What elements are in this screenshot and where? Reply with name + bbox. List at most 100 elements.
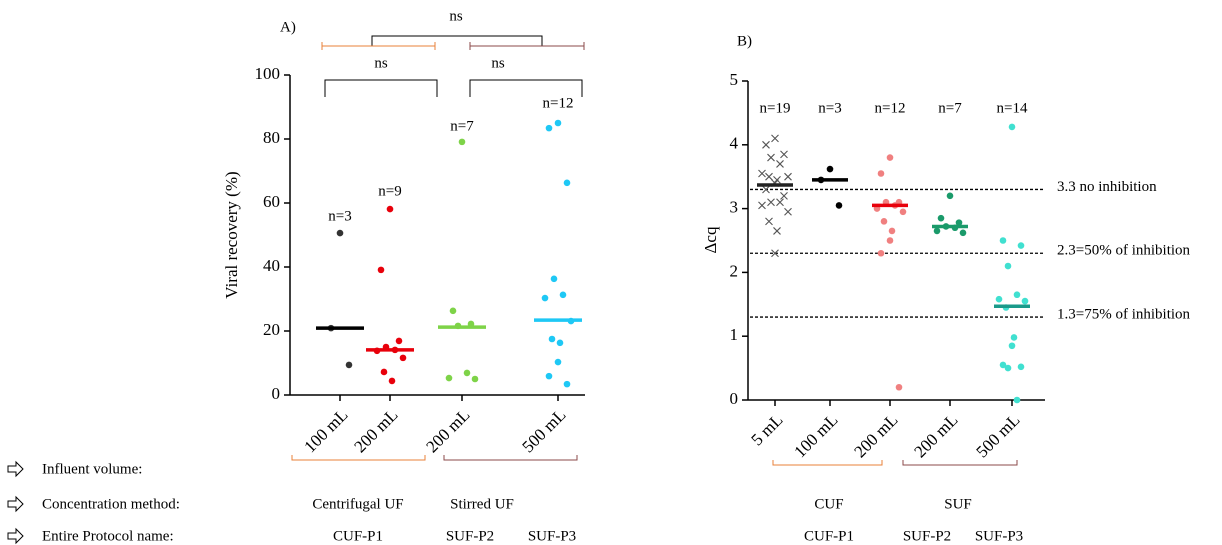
point [550, 275, 558, 283]
point [999, 237, 1007, 244]
point [563, 380, 571, 388]
point [933, 227, 941, 235]
n-label: n=9 [378, 183, 401, 199]
arrow-icon [7, 527, 24, 545]
method-label: CUF [814, 496, 843, 512]
point [765, 217, 773, 226]
point [388, 377, 396, 385]
point [395, 337, 403, 345]
point [554, 119, 562, 127]
point [946, 192, 954, 200]
x-tick-label: 5 mL [747, 410, 786, 449]
point [380, 368, 388, 376]
y-tick-label: 0 [272, 384, 281, 403]
method-label: Centrifugal UF [312, 496, 403, 512]
point [886, 237, 894, 244]
point [899, 208, 907, 216]
y-tick-label: 0 [730, 389, 739, 408]
x-tick-label: 200 mL [422, 405, 473, 456]
point [767, 198, 775, 207]
n-label: n=12 [875, 100, 906, 116]
point [771, 134, 779, 143]
sig-label: ns [374, 55, 388, 71]
protocol-label: SUF-P3 [528, 528, 576, 544]
point [880, 218, 888, 225]
point [955, 219, 963, 226]
point [762, 140, 770, 149]
point [888, 227, 896, 235]
y-tick-label: 60 [263, 192, 280, 211]
point [471, 375, 479, 383]
y-tick-label: 20 [263, 320, 280, 339]
point [554, 358, 562, 366]
y-tick-label: 1 [730, 325, 739, 344]
group-bracket [469, 42, 585, 50]
point [386, 205, 394, 213]
group-bracket [902, 460, 1018, 466]
row-label: Entire Protocol name: [42, 528, 174, 544]
panel-label: B) [737, 33, 752, 49]
y-tick-label: 4 [730, 134, 739, 153]
point [776, 198, 784, 207]
point [1008, 342, 1016, 350]
point [463, 369, 471, 377]
point [995, 295, 1003, 303]
point [1008, 123, 1016, 131]
point [377, 266, 385, 274]
sig-label: ns [449, 8, 463, 24]
point [780, 191, 788, 200]
y-axis-label: Viral recovery (%) [222, 171, 241, 298]
point [1004, 364, 1012, 372]
point [445, 374, 453, 382]
point [999, 361, 1007, 369]
n-label: n=19 [760, 100, 791, 116]
method-label: Stirred UF [450, 496, 514, 512]
point [1010, 334, 1018, 341]
point [758, 201, 766, 210]
point [1021, 297, 1029, 305]
row-label: Influent volume: [42, 461, 142, 477]
point [776, 160, 784, 168]
point [886, 154, 894, 161]
point [959, 229, 967, 237]
group-bracket [321, 42, 436, 50]
point [1004, 262, 1012, 270]
n-label: n=14 [997, 100, 1028, 116]
point [336, 229, 344, 237]
y-tick-label: 3 [730, 198, 739, 217]
point [937, 214, 945, 222]
point [548, 335, 556, 343]
x-tick-label: 500 mL [518, 405, 569, 456]
point [449, 307, 457, 315]
point [835, 202, 843, 209]
panel-label: A) [280, 19, 296, 35]
point [541, 294, 549, 302]
point [784, 207, 792, 216]
group-bracket [443, 455, 578, 461]
x-tick-label: 100 mL [790, 410, 841, 461]
n-label: n=3 [328, 208, 351, 224]
reference-label: 3.3 no inhibition [1057, 179, 1157, 195]
protocol-label: CUF-P1 [804, 528, 854, 544]
group-bracket [291, 455, 426, 461]
point [1017, 363, 1025, 371]
point [1013, 291, 1021, 299]
point [458, 138, 466, 146]
sig-bracket [469, 79, 583, 97]
protocol-label: SUF-P3 [975, 528, 1023, 544]
x-tick-label: 100 mL [300, 405, 351, 456]
point [563, 179, 571, 187]
point [399, 354, 407, 362]
arrow-icon [7, 495, 24, 513]
row-arrows [7, 460, 24, 545]
point [1017, 242, 1025, 249]
sig-bracket [324, 79, 438, 97]
sig-label: ns [491, 55, 505, 71]
point [826, 165, 834, 173]
sig-bracket [371, 35, 543, 46]
point [345, 361, 353, 369]
y-axis-label: Δcq [701, 226, 720, 253]
point [545, 372, 553, 380]
point [767, 153, 775, 162]
